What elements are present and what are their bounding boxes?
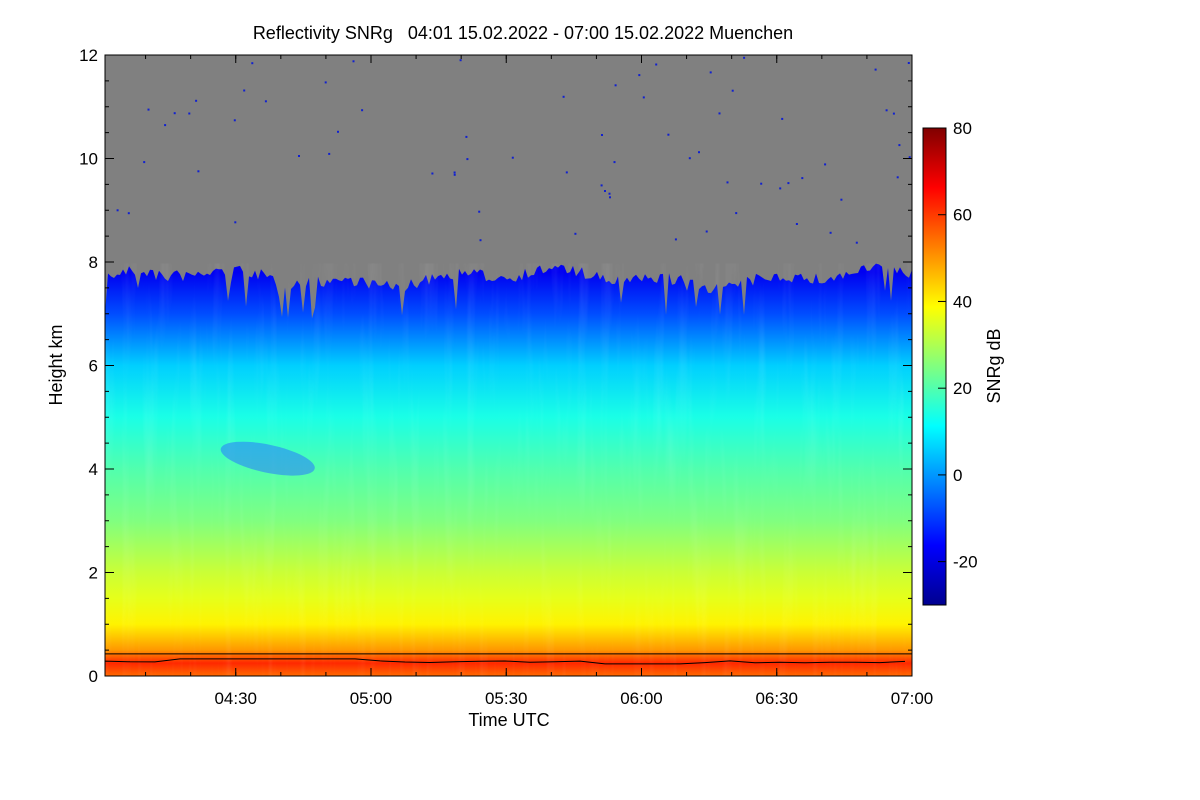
y-tick-label: 12	[79, 46, 98, 65]
low-snr-patch	[220, 441, 315, 476]
x-axis: 04:30 05:00 05:30 06:00 06:30 07:00	[145, 55, 934, 708]
y-axis-label: Height km	[46, 324, 66, 405]
boundary-lines	[105, 653, 912, 665]
colorbar-tick-label: 60	[953, 206, 972, 225]
colorbar-ticks: -20 0 20 40 60 80	[938, 119, 978, 572]
colorbar-tick-label: 20	[953, 379, 972, 398]
colorbar-ramp	[922, 127, 947, 606]
x-tick-label: 05:00	[350, 689, 393, 708]
y-axis: 0 2 4 6 8 10 12	[79, 46, 912, 686]
colorbar-tick-label: -20	[953, 553, 978, 572]
y-tick-label: 4	[89, 460, 98, 479]
y-tick-label: 2	[89, 564, 98, 583]
x-tick-label: 06:30	[755, 689, 798, 708]
y-tick-label: 10	[79, 150, 98, 169]
noise-dots	[116, 56, 911, 244]
colorbar-tick-label: 40	[953, 292, 972, 311]
y-tick-label: 0	[89, 667, 98, 686]
chart-title: Reflectivity SNRg 04:01 15.02.2022 - 07:…	[253, 23, 793, 43]
y-tick-label: 8	[89, 253, 98, 272]
y-tick-label: 6	[89, 357, 98, 376]
signal-texture	[105, 263, 912, 676]
x-tick-label: 05:30	[485, 689, 528, 708]
colorbar: -20 0 20 40 60 80 SNRg dB	[922, 119, 1004, 606]
colorbar-tick-label: 0	[953, 466, 962, 485]
colorbar-label: SNRg dB	[984, 328, 1004, 403]
x-tick-label: 07:00	[891, 689, 934, 708]
x-axis-label: Time UTC	[468, 710, 549, 730]
x-tick-label: 06:00	[620, 689, 663, 708]
colorbar-tick-label: 80	[953, 119, 972, 138]
plot-area	[105, 55, 912, 676]
x-tick-label: 04:30	[214, 689, 257, 708]
